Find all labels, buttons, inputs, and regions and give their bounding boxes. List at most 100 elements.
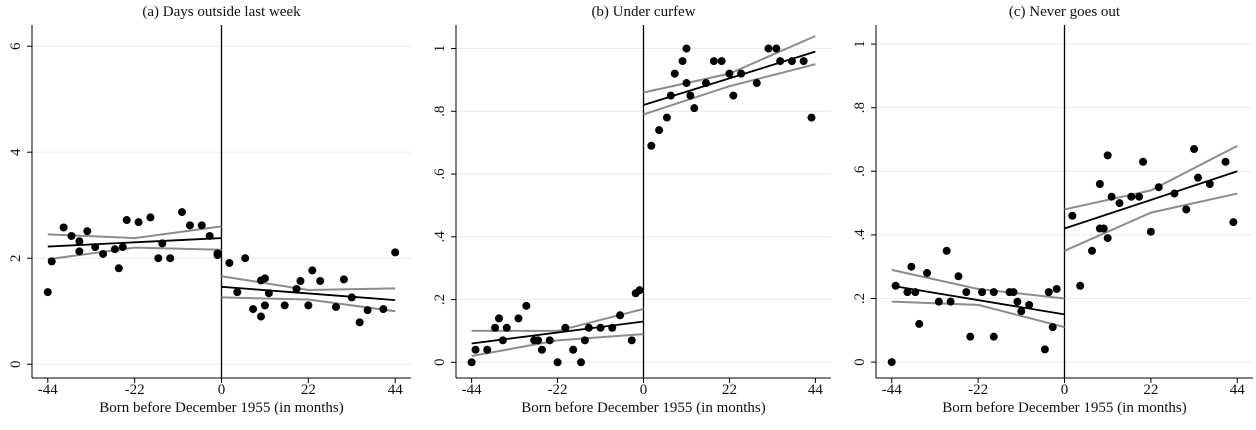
point <box>787 57 796 66</box>
point <box>737 69 746 78</box>
point <box>347 293 356 302</box>
x-tick-label: -44 <box>882 382 902 398</box>
x-axis-label: Born before December 1955 (in months) <box>521 400 766 416</box>
point <box>391 248 400 257</box>
point <box>225 258 234 267</box>
point <box>355 318 364 327</box>
y-tick-label: 1 <box>852 40 868 48</box>
point <box>1048 323 1057 332</box>
point <box>966 332 975 341</box>
point <box>666 91 675 100</box>
point <box>989 288 998 297</box>
point <box>907 262 916 271</box>
point <box>682 44 691 53</box>
point <box>178 208 187 217</box>
x-tick-label: -22 <box>125 382 145 398</box>
point <box>256 312 265 321</box>
y-tick-label: 0 <box>432 359 448 367</box>
point <box>241 254 250 263</box>
point <box>233 288 242 297</box>
confidence-band <box>1064 192 1238 252</box>
point <box>627 336 636 345</box>
point <box>946 297 955 306</box>
point <box>545 336 554 345</box>
point <box>118 243 127 252</box>
point <box>280 301 289 310</box>
confidence-band <box>643 63 816 116</box>
point <box>1146 227 1155 236</box>
point <box>887 358 896 367</box>
point <box>75 237 84 246</box>
point <box>686 91 695 100</box>
point <box>729 91 738 100</box>
point <box>316 277 325 286</box>
point <box>1099 224 1108 233</box>
point <box>534 336 543 345</box>
point <box>1135 192 1144 201</box>
point <box>292 284 301 293</box>
point <box>197 221 206 230</box>
point <box>363 306 372 315</box>
y-tick-label: 1 <box>432 45 448 53</box>
point <box>154 254 163 263</box>
fit-line <box>891 284 1065 316</box>
point <box>331 302 340 311</box>
panel-title: (b) Under curfew <box>591 4 695 20</box>
x-tick-label: -44 <box>462 382 482 398</box>
point <box>1095 180 1104 189</box>
confidence-band <box>1064 144 1238 211</box>
point <box>491 323 500 332</box>
point <box>1017 307 1026 316</box>
point <box>471 345 480 354</box>
point <box>1103 151 1112 160</box>
point <box>584 323 593 332</box>
point <box>1182 205 1191 214</box>
y-tick-label: 0 <box>852 358 868 366</box>
point <box>923 269 932 278</box>
point <box>616 311 625 320</box>
point <box>962 288 971 297</box>
point <box>296 277 305 286</box>
x-tick-label: -22 <box>548 382 568 398</box>
point <box>1205 180 1214 189</box>
point <box>99 249 108 258</box>
point <box>213 251 222 260</box>
panel-title: (a) Days outside last week <box>142 4 301 20</box>
point <box>934 297 943 306</box>
x-tick-label: 22 <box>301 382 316 398</box>
point <box>725 69 734 78</box>
point <box>903 288 912 297</box>
point <box>43 288 52 297</box>
point <box>635 286 644 295</box>
point <box>1103 234 1112 243</box>
x-axis-label: Born before December 1955 (in months) <box>942 400 1187 416</box>
point <box>1068 211 1077 220</box>
point <box>339 275 348 284</box>
point <box>978 288 987 297</box>
point <box>662 113 671 122</box>
point <box>537 345 546 354</box>
y-tick-label: .4 <box>852 229 868 241</box>
point <box>569 345 578 354</box>
point <box>670 69 679 78</box>
confidence-band <box>47 225 222 240</box>
point <box>304 301 313 310</box>
point <box>1190 145 1199 154</box>
x-tick-label: -22 <box>968 382 988 398</box>
point <box>1013 297 1022 306</box>
point <box>1154 183 1163 192</box>
point <box>807 113 816 122</box>
point <box>1127 192 1136 201</box>
point <box>514 314 523 323</box>
point <box>134 218 143 227</box>
y-tick-label: 0 <box>8 360 24 368</box>
point <box>1221 157 1230 166</box>
point <box>1052 284 1061 293</box>
point <box>185 221 194 230</box>
point <box>47 257 56 266</box>
point <box>146 213 155 222</box>
point <box>1229 218 1238 227</box>
y-tick-label: .4 <box>432 231 448 243</box>
point <box>494 314 503 323</box>
